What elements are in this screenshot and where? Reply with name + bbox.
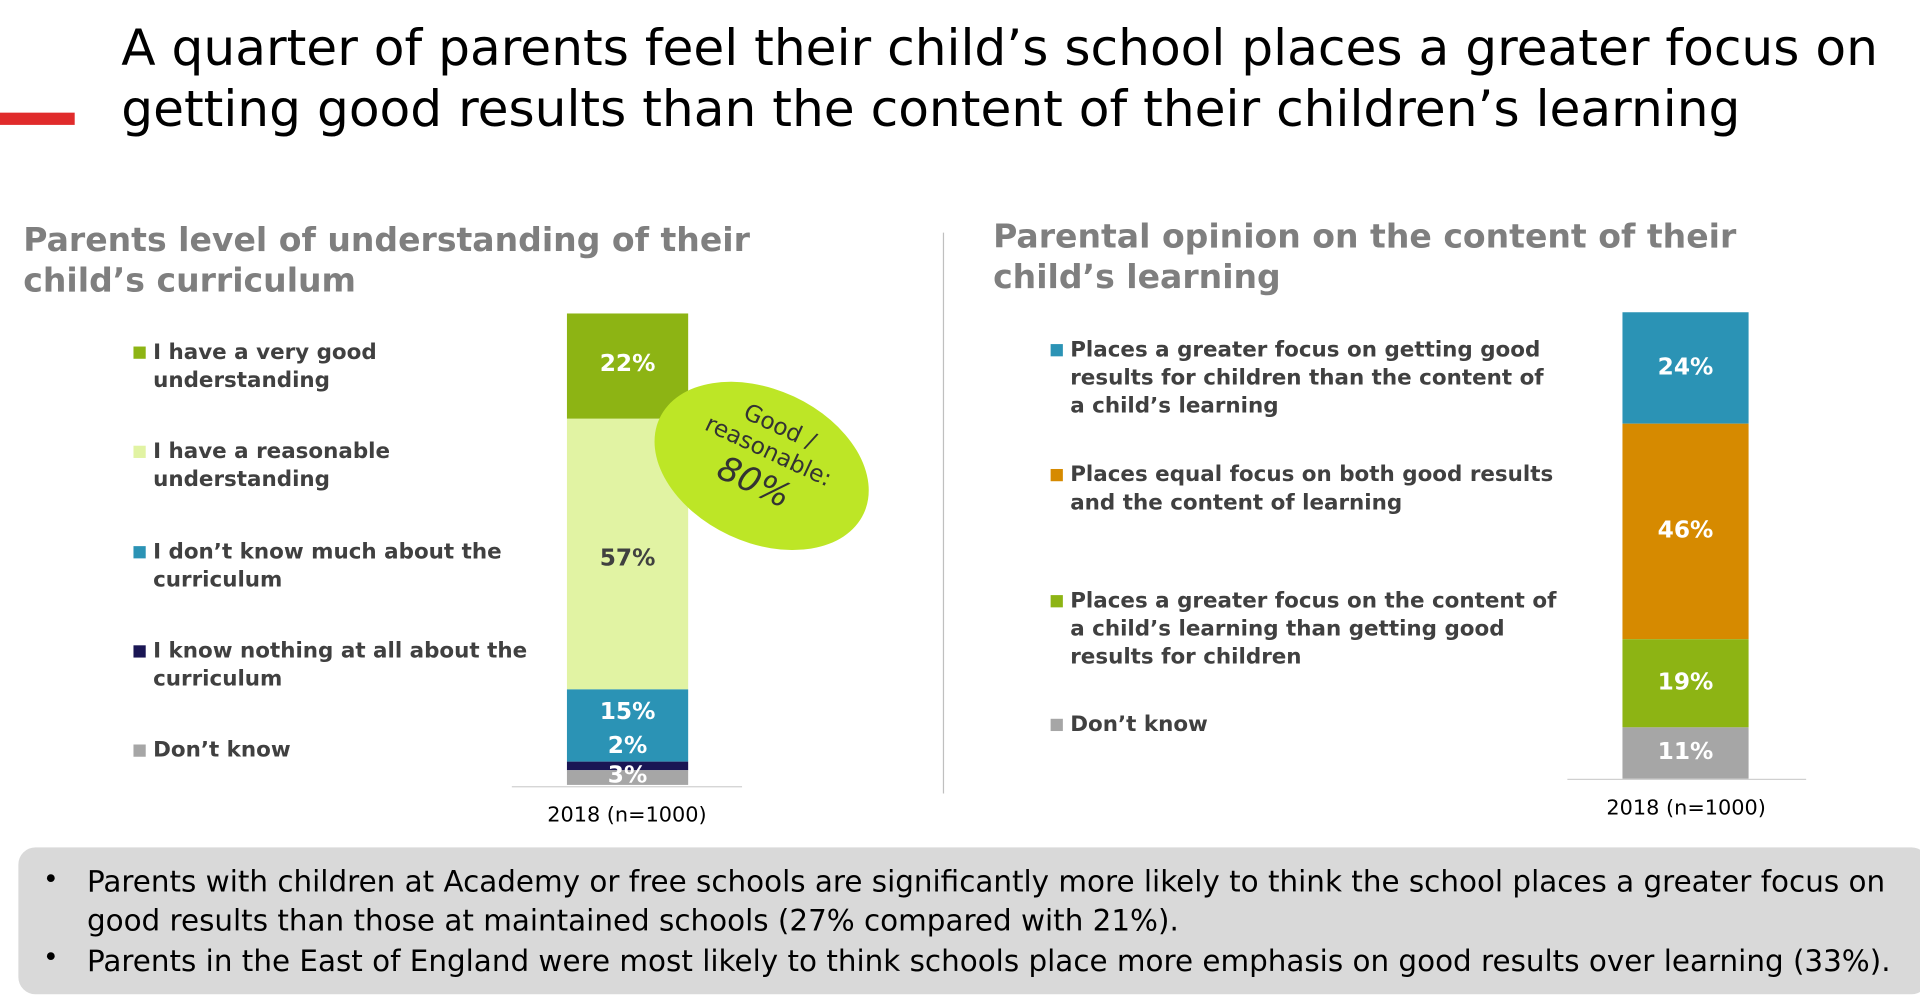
- bar-segment: [566, 761, 689, 771]
- legend-item: I have a reasonable understanding: [153, 439, 391, 493]
- right-x-label: 2018 (n=1000): [1606, 795, 1766, 821]
- bar-segment: [1622, 312, 1749, 425]
- legend-item: I don’t know much about the curriculum: [153, 540, 502, 593]
- data-label: 2%: [607, 732, 648, 760]
- legend-item: Places a greater focus on getting good r…: [1070, 337, 1544, 419]
- bar-segment: [566, 313, 689, 419]
- data-label: 22%: [599, 350, 656, 378]
- legend-swatch: [133, 546, 146, 559]
- data-label: 3%: [607, 761, 648, 789]
- data-label: 24%: [1657, 353, 1714, 381]
- legend-item: Don’t know: [153, 738, 291, 763]
- legend-item: Places equal focus on both good results …: [1070, 462, 1554, 516]
- legend-item: I have a very good understanding: [153, 340, 377, 394]
- note-2: Parents in the East of England were most…: [86, 944, 1891, 979]
- legend-swatch: [133, 744, 146, 757]
- data-label: 57%: [599, 544, 656, 572]
- bullet: •: [42, 942, 59, 974]
- legend-item: Places a greater focus on the content of…: [1070, 588, 1557, 670]
- note-1: Parents with children at Academy or free…: [86, 864, 1886, 938]
- notes-box: • Parents with children at Academy or fr…: [18, 847, 1920, 995]
- legend-item: I know nothing at all about the curricul…: [153, 639, 528, 692]
- bullet: •: [42, 864, 59, 896]
- legend-swatch: [133, 346, 146, 359]
- data-label: 11%: [1657, 738, 1714, 766]
- left-chart-title: Parents level of understanding of their …: [23, 221, 750, 301]
- right-chart-title: Parental opinion on the content of their…: [993, 217, 1737, 297]
- legend-swatch: [1050, 468, 1063, 482]
- legend-swatch: [1050, 344, 1063, 357]
- bar-segment: [1622, 727, 1749, 779]
- bar-segment: [1622, 424, 1749, 639]
- left-x-label: 2018 (n=1000): [547, 803, 707, 828]
- left-x-axis: [511, 786, 743, 788]
- right-x-axis: [1567, 778, 1807, 781]
- page-title: A quarter of parents feel their child’s …: [121, 18, 1878, 139]
- legend-swatch: [1050, 595, 1063, 608]
- bar-segment: [566, 770, 689, 785]
- legend-item: Don’t know: [1070, 712, 1208, 738]
- legend-swatch: [1050, 718, 1063, 732]
- data-label: 19%: [1657, 668, 1714, 696]
- bar-segment: [566, 689, 689, 762]
- data-label: 15%: [599, 697, 656, 725]
- divider: [942, 232, 945, 794]
- data-label: 46%: [1657, 516, 1714, 544]
- legend-swatch: [133, 645, 146, 658]
- bar-segment: [1622, 638, 1749, 728]
- legend-swatch: [133, 445, 146, 458]
- accent-bar: [0, 112, 75, 125]
